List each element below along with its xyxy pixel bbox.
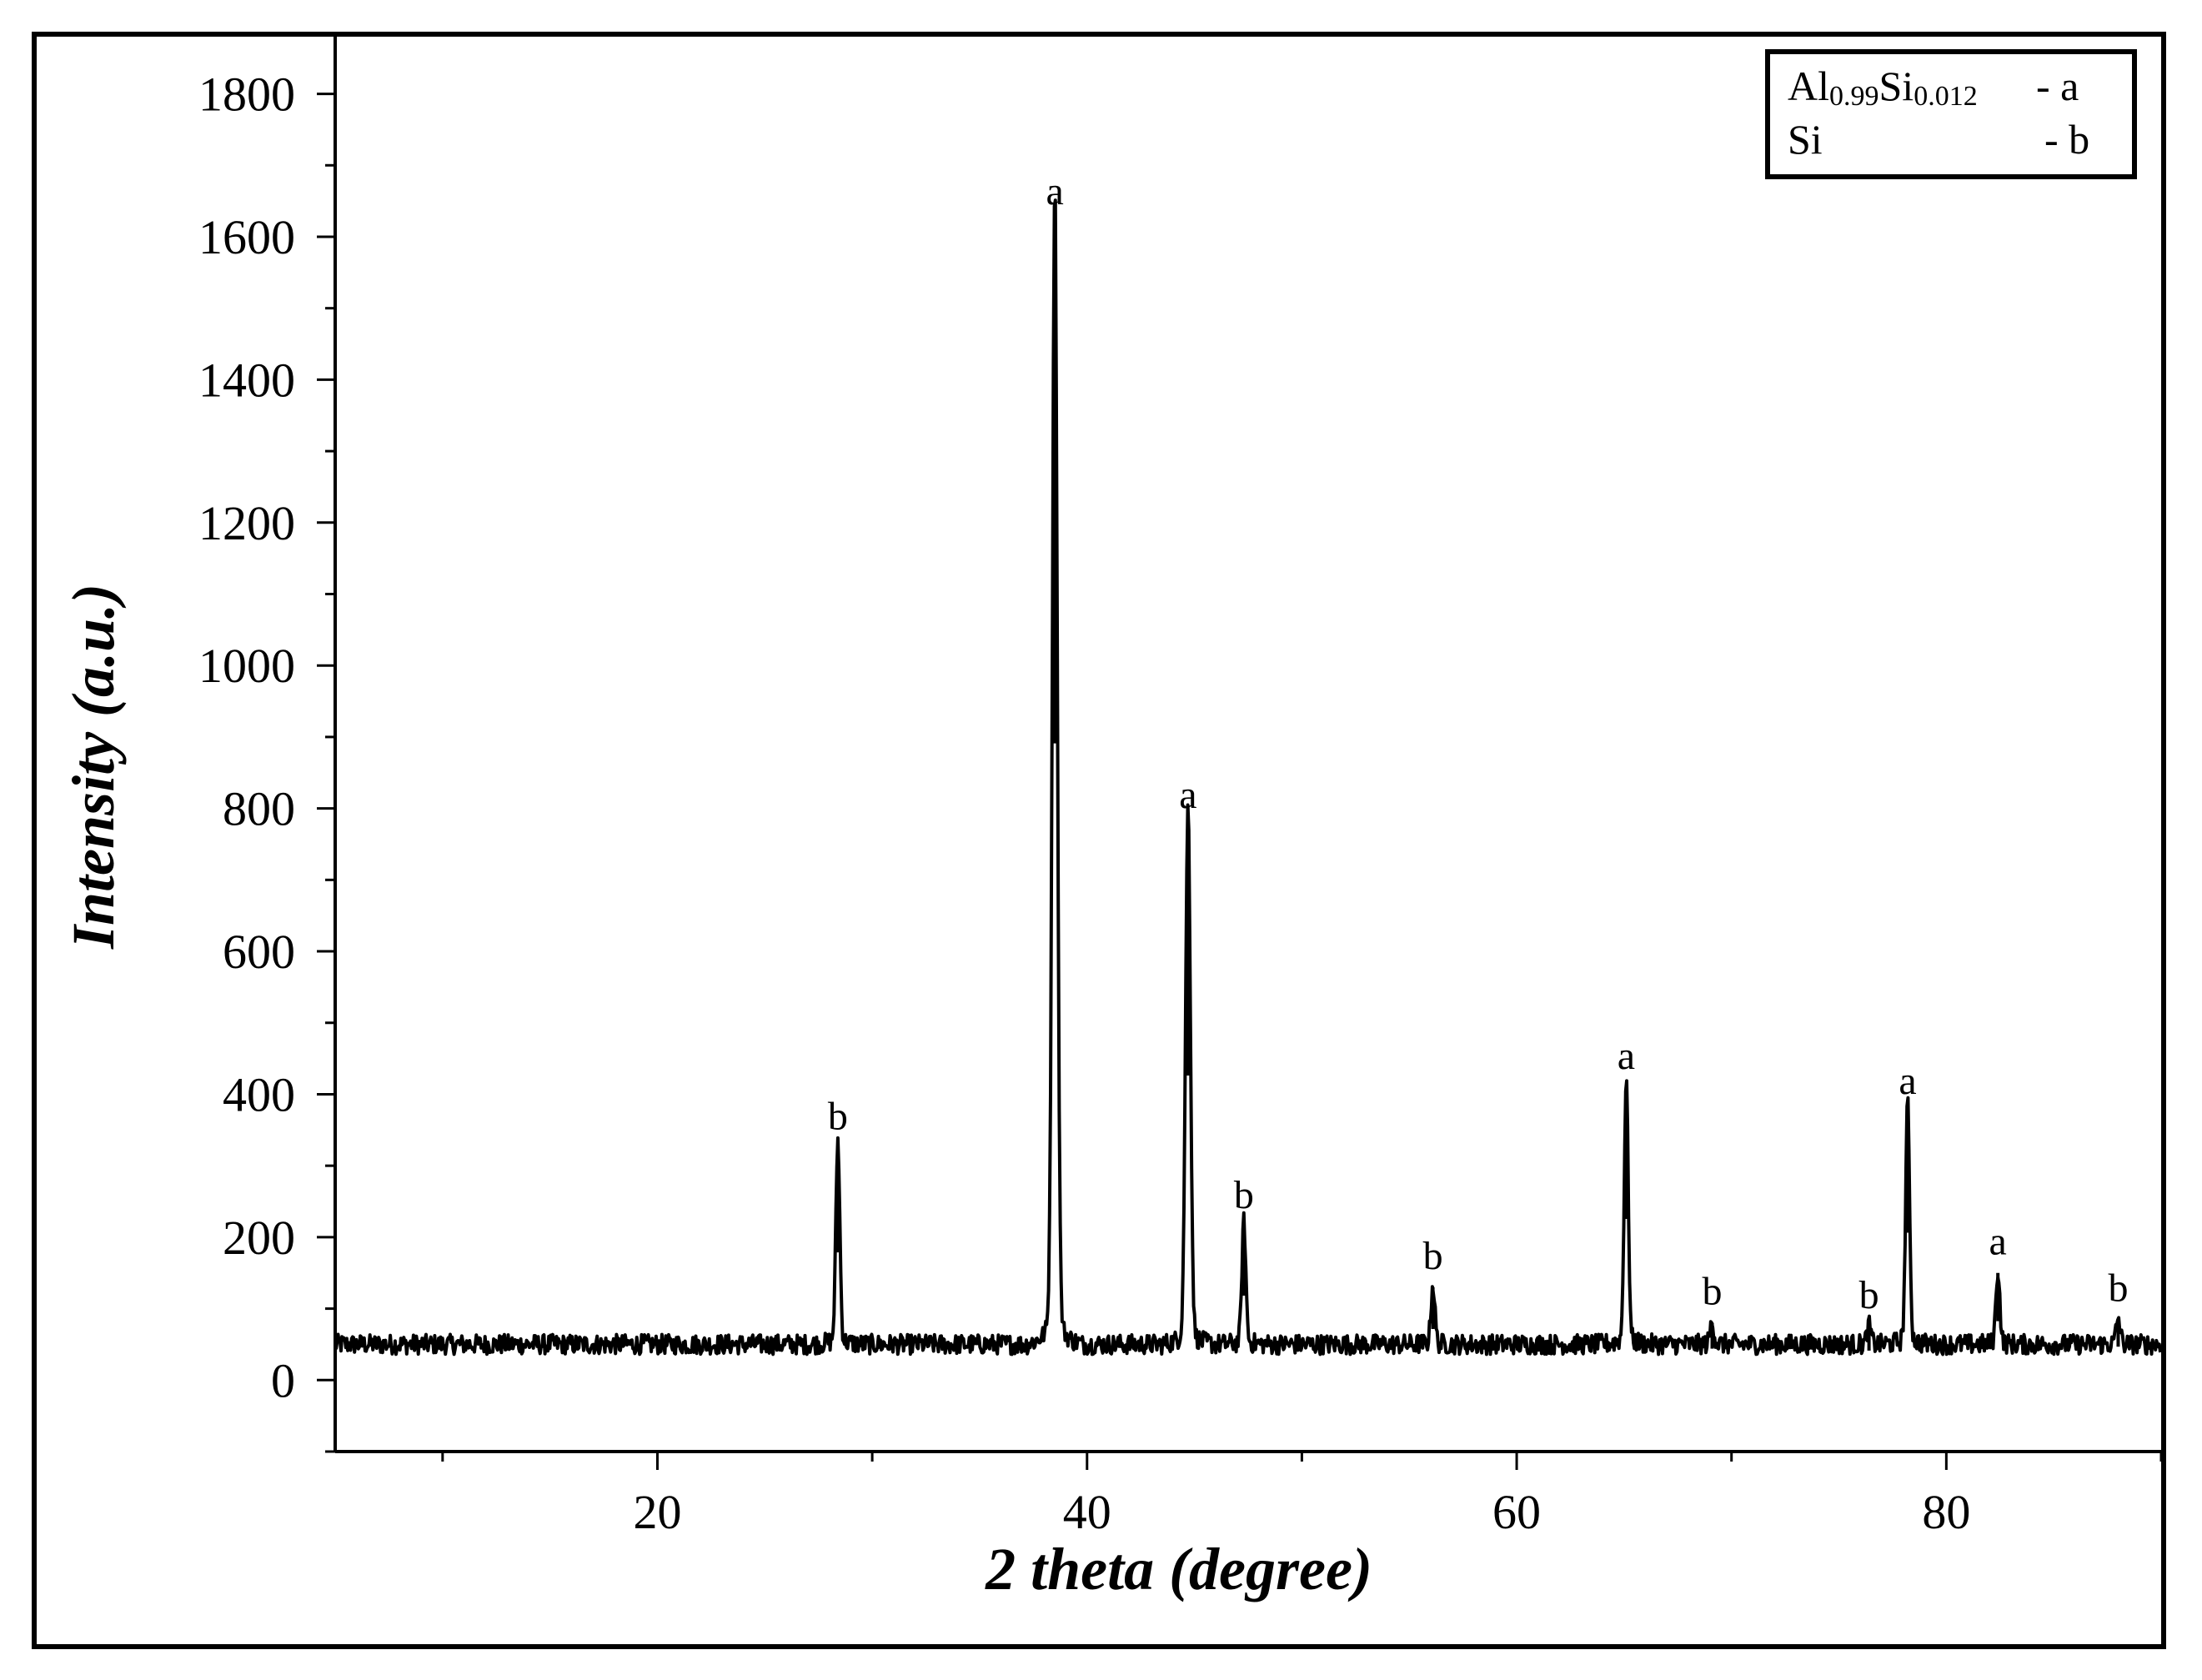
xrd-pattern-line <box>334 198 2161 1357</box>
y-tick-label: 1400 <box>198 353 295 407</box>
legend-key-b: - b <box>2044 116 2089 163</box>
legend-entry-a-sub2: 0.012 <box>1914 81 1978 112</box>
y-tick-label: 400 <box>223 1067 295 1121</box>
y-tick-label: 600 <box>223 925 295 979</box>
y-axis-title: Intensity (a.u.) <box>60 584 127 950</box>
x-axis: 20 40 60 80 <box>335 1450 2161 1539</box>
peak-label-a: a <box>1899 1059 1916 1103</box>
y-tick-label: 200 <box>223 1211 295 1265</box>
legend-key-a: - a <box>2036 63 2079 109</box>
legend: Al0.99Si0.012 - a Si - b <box>1765 49 2137 179</box>
figure-frame: 0 200 400 600 800 1000 1200 1400 1600 1800 20 40 60… <box>32 32 2166 1649</box>
y-tick-label: 0 <box>271 1353 295 1407</box>
legend-entry-a-sub1: 0.99 <box>1829 81 1879 112</box>
y-tick-label: 1800 <box>198 68 295 122</box>
peak-label-b: b <box>1703 1270 1723 1314</box>
xrd-chart: 0 200 400 600 800 1000 1200 1400 1600 1800 20 40 60… <box>60 37 2161 1602</box>
peak-label-b: b <box>828 1095 848 1139</box>
y-tick-label: 1200 <box>198 496 295 550</box>
legend-entry-a-al: Al <box>1788 63 1829 109</box>
legend-box <box>1765 49 2137 179</box>
peak-label-b: b <box>1859 1273 1879 1317</box>
peak-labels: b a a b b a b b a a b <box>828 169 2128 1351</box>
peak-label-a: a <box>1618 1034 1635 1078</box>
x-tick-label: 40 <box>1063 1485 1111 1539</box>
x-tick-label: 80 <box>1922 1485 1970 1539</box>
y-axis: 0 200 400 600 800 1000 1200 1400 1600 1800 <box>198 37 337 1453</box>
x-axis-title: 2 theta (degree) <box>985 1536 1372 1602</box>
x-tick-label: 60 <box>1492 1485 1541 1539</box>
peak-label-b: b <box>1234 1173 1254 1217</box>
legend-entry-a: Al0.99Si0.012 <box>1788 63 1978 112</box>
peak-label-a: a <box>1046 169 1063 213</box>
peak-label-a: a <box>1989 1220 2007 1264</box>
peak-label-b: b <box>2108 1266 2128 1310</box>
peak-label-b: b <box>1423 1234 1443 1278</box>
y-tick-label: 1000 <box>198 639 295 693</box>
legend-entry-b: Si <box>1788 116 1823 163</box>
legend-entry-a-si: Si <box>1879 63 1914 109</box>
peak-label-a: a <box>1179 773 1196 817</box>
x-tick-label: 20 <box>633 1485 681 1539</box>
y-tick-label: 800 <box>223 782 295 836</box>
y-tick-label: 1600 <box>198 210 295 264</box>
